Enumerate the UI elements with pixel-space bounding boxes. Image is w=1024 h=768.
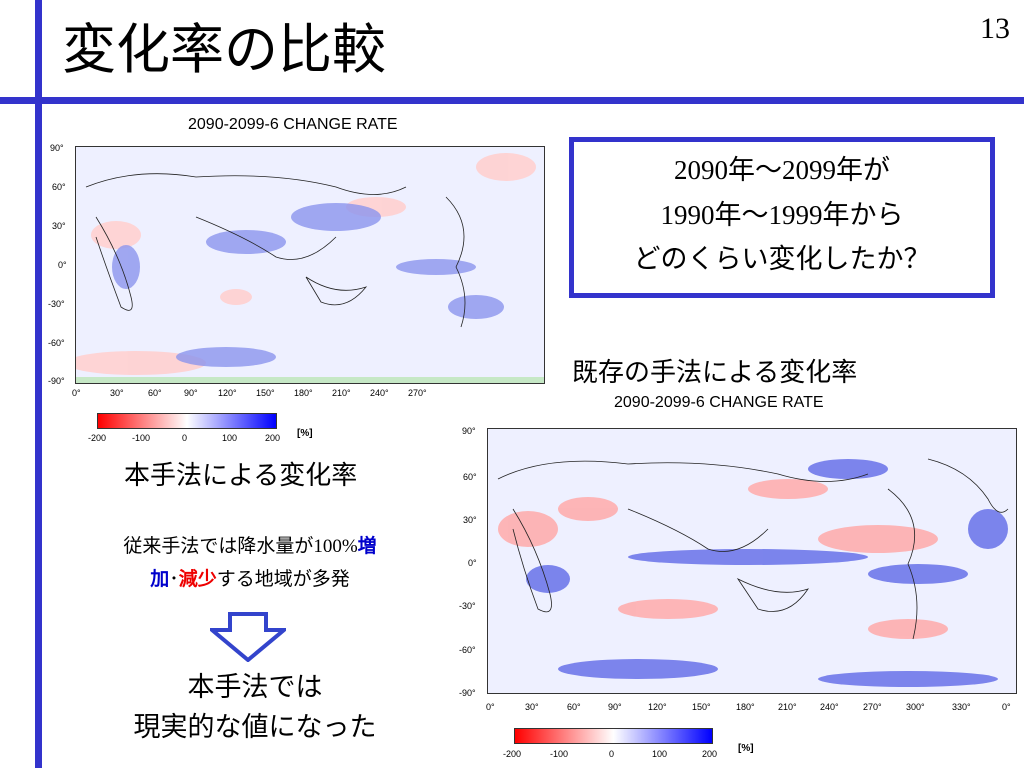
bottom-map-caption: 既存の手法による変化率 [572, 358, 858, 388]
top-map-caption: 本手法による変化率 [124, 461, 358, 491]
bottom-colorbar-tick: 0 [609, 749, 615, 759]
top-lon-label: 90° [184, 388, 198, 398]
note-part: する地域が多発 [216, 568, 350, 590]
question-text: 年が [836, 155, 890, 186]
top-colorbar-tick: 200 [265, 433, 281, 443]
bottom-lon-label: 180° [736, 702, 755, 712]
bottom-colorbar-tick: -100 [550, 749, 569, 759]
top-colorbar-tick: 100 [222, 433, 238, 443]
bottom-lat-label: 0° [468, 558, 477, 568]
question-year: 2090 [674, 155, 728, 185]
bottom-colorbar-tick: -200 [503, 749, 522, 759]
left-accent-bar [35, 0, 42, 768]
top-colorbar-tick: -200 [88, 433, 107, 443]
page-number: 13 [980, 12, 1010, 45]
question-year: 2099 [782, 155, 836, 185]
bottom-lon-label: 60° [567, 702, 581, 712]
bottom-lon-label: 210° [778, 702, 797, 712]
bottom-lon-label: 0° [486, 702, 495, 712]
question-text: どのくらい変化したか？ [633, 244, 931, 275]
top-colorbar-tick: 0 [182, 433, 188, 443]
bottom-lat-label: 30° [463, 515, 477, 525]
top-colorbar-unit: [%] [297, 428, 313, 439]
top-lat-label: -30° [48, 299, 65, 309]
top-lat-label: 30° [52, 221, 66, 231]
note-increase: 加 [150, 568, 170, 590]
question-year: 1990 [660, 200, 715, 230]
top-lat-label: 90° [50, 143, 64, 153]
bottom-colorbar-tick: 200 [702, 749, 718, 759]
question-text: 年～ [714, 200, 769, 231]
top-lon-label: 240° [370, 388, 389, 398]
bottom-lon-label: 150° [692, 702, 711, 712]
bottom-lon-label: 270° [863, 702, 882, 712]
bottom-lat-label: -30° [459, 601, 476, 611]
note-increase: 増 [357, 535, 377, 557]
bottom-lat-label: 60° [463, 472, 477, 482]
title-underline-bar [0, 97, 1024, 104]
top-lon-label: 30° [110, 388, 124, 398]
top-map [75, 146, 545, 384]
top-lon-label: 60° [148, 388, 162, 398]
top-lon-label: 180° [294, 388, 313, 398]
conclusion-text: 本手法では 現実的な値になった [60, 668, 450, 748]
down-arrow-icon [210, 612, 286, 662]
top-lon-label: 210° [332, 388, 351, 398]
note-part: 従来手法では降水量が [123, 535, 314, 557]
note-percent: 100% [313, 536, 358, 557]
bottom-colorbar-unit: [%] [738, 743, 754, 754]
top-lon-label: 150° [256, 388, 275, 398]
slide-title: 変化率の比較 [62, 18, 386, 81]
top-lat-label: 0° [58, 260, 67, 270]
bottom-lat-label: -90° [459, 688, 476, 698]
top-lat-label: -60° [48, 338, 65, 348]
bottom-lon-label: 0° [1002, 702, 1011, 712]
bottom-lat-label: 90° [462, 426, 476, 436]
question-text: 年から [822, 200, 904, 231]
top-lat-label: 60° [52, 182, 66, 192]
note-decrease: 減少 [178, 568, 217, 590]
bottom-lon-label: 30° [525, 702, 539, 712]
bottom-lon-label: 120° [648, 702, 667, 712]
question-box: 2090年～2099年が 1990年～1999年から どのくらい変化したか？ [569, 137, 995, 298]
note-separator: ･ [169, 568, 179, 590]
bottom-map [487, 428, 1017, 694]
bottom-lon-label: 90° [608, 702, 622, 712]
top-colorbar-tick: -100 [132, 433, 151, 443]
bottom-lon-label: 300° [906, 702, 925, 712]
top-colorbar [97, 413, 277, 429]
top-lon-label: 270° [408, 388, 427, 398]
conclusion-line: 本手法では [187, 672, 323, 703]
bottom-map-title: 2090-2099-6 CHANGE RATE [614, 394, 824, 411]
bottom-lon-label: 330° [952, 702, 971, 712]
note-text: 従来手法では降水量が100%増 加･減少する地域が多発 [50, 530, 450, 595]
top-lon-label: 0° [72, 388, 81, 398]
top-lon-label: 120° [218, 388, 237, 398]
top-lat-label: -90° [48, 376, 65, 386]
conclusion-line: 現実的な値になった [133, 712, 377, 743]
bottom-colorbar-tick: 100 [652, 749, 668, 759]
bottom-lat-label: -60° [459, 645, 476, 655]
bottom-lon-label: 240° [820, 702, 839, 712]
question-year: 1999 [768, 200, 823, 230]
bottom-colorbar [514, 728, 713, 744]
top-map-title: 2090-2099-6 CHANGE RATE [188, 116, 398, 133]
question-text: 年～ [728, 155, 782, 186]
